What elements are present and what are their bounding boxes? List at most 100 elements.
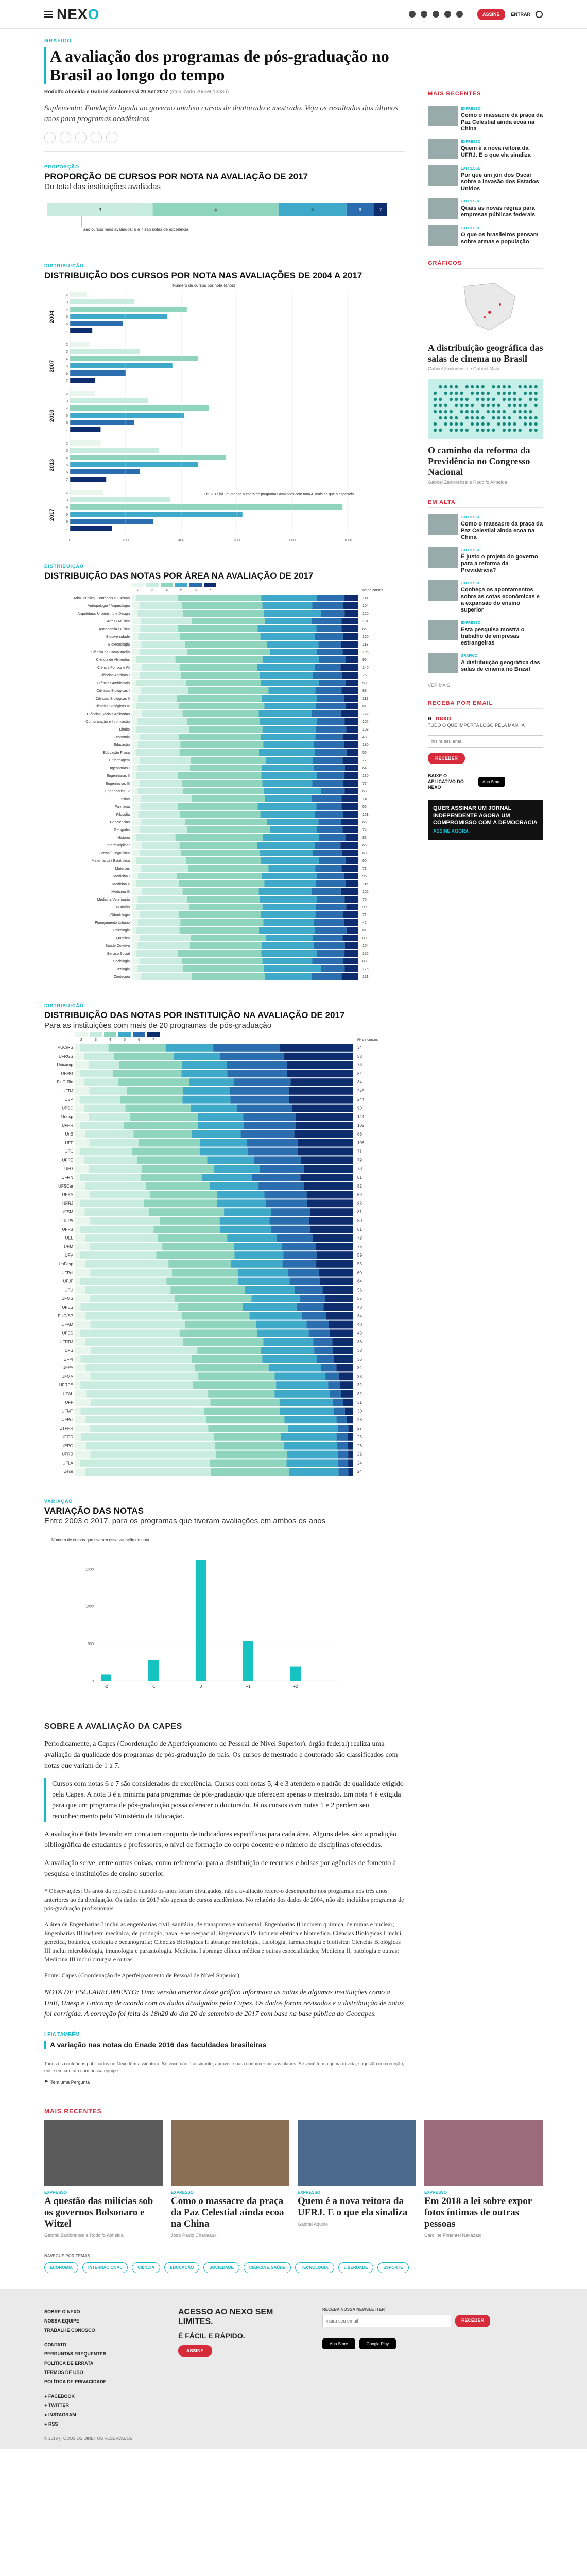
sidebar-trending-item[interactable]: EXPRESSO Conheça os apontamentos sobre as… <box>428 580 543 614</box>
rss-icon[interactable] <box>456 11 463 18</box>
footer-link[interactable]: SOBRE O NEXO <box>44 2309 80 2314</box>
sidebar-latest-item[interactable]: EXPRESSO Como o massacre da praça da Paz … <box>428 106 543 132</box>
app-store-badge[interactable]: App Store <box>478 777 505 787</box>
fig4-institution-label: PUC/SP <box>58 1314 73 1318</box>
tag-pill[interactable]: SOCIEDADE <box>203 2262 239 2273</box>
share-email-icon[interactable] <box>91 132 102 143</box>
fig4-institution-label: UFC <box>65 1149 74 1154</box>
recent-card[interactable]: EXPRESSO A questão das milícias sob os go… <box>44 2120 163 2238</box>
fig3-bar-segment <box>264 703 316 709</box>
fig4-count-header: Nº de cursos <box>357 1038 378 1042</box>
sidebar-latest-item[interactable]: EXPRESSO Quem é a nova reitora da UFRJ. E… <box>428 139 543 159</box>
newsletter-email-input[interactable] <box>428 735 543 748</box>
sidebar-trending-item[interactable]: EXPRESSO Esta pesquisa mostra o trabalho … <box>428 620 543 647</box>
tag-pill[interactable]: LIBERDADE <box>338 2262 374 2273</box>
fig3-bar-segment <box>312 795 342 802</box>
menu-icon[interactable] <box>44 11 53 18</box>
share-facebook-icon[interactable] <box>44 132 56 143</box>
footer-link[interactable]: CONTATO <box>44 2342 66 2347</box>
tag-pill[interactable]: INTERNACIONAL <box>82 2262 128 2273</box>
footer-subscribe-button[interactable]: ASSINE <box>178 2345 212 2357</box>
sidebar-chart-card[interactable]: O caminho da reforma da Previdência no C… <box>428 379 543 485</box>
subscription-promo[interactable]: QUER ASSINAR UM JORNAL INDEPENDENTE AGOR… <box>428 800 543 840</box>
fig3-bar-segment <box>182 710 259 717</box>
fig4-bar-segment <box>153 1225 220 1233</box>
share-whatsapp-icon[interactable] <box>75 132 87 143</box>
fig3-count: 83 <box>362 937 367 940</box>
share-link-icon[interactable] <box>106 132 117 143</box>
areas-note: A área de Engenharias I inclui as engenh… <box>44 1921 402 1963</box>
recent-card[interactable]: EXPRESSO Quem é a nova reitora da UFRJ. E… <box>298 2120 416 2238</box>
recent-card[interactable]: EXPRESSO Como o massacre da praça da Paz … <box>171 2120 289 2238</box>
fig3-bar-segment <box>132 687 142 694</box>
footer-social-link[interactable]: ● RSS <box>44 2421 58 2427</box>
sidebar-chart-card[interactable]: A distribuição geográfica das salas de c… <box>428 276 543 371</box>
footer-email-input[interactable] <box>322 2315 451 2327</box>
fig3-bar-segment <box>139 780 182 787</box>
fig4-count: 48 <box>357 1305 362 1310</box>
footer-google-play-badge[interactable]: Google Play <box>359 2338 396 2349</box>
footer-link[interactable]: TRABALHE CONOSCO <box>44 2328 95 2333</box>
fig3-bar-segment <box>265 973 312 980</box>
sidebar-trending-item[interactable]: EXPRESSO É justo o projeto do governo par… <box>428 547 543 574</box>
fig4-bar-segment <box>75 1459 80 1467</box>
footer-app-store-badge[interactable]: App Store <box>322 2338 355 2349</box>
instagram-icon[interactable] <box>444 11 451 18</box>
fig3-bar-segment <box>132 718 138 725</box>
nexo-logo[interactable]: NEX O <box>57 6 100 22</box>
sidebar-latest-item[interactable]: EXPRESSO O que os brasileiros pensam sobr… <box>428 225 543 246</box>
see-more-link[interactable]: VER MAIS <box>428 683 451 688</box>
twitter-icon[interactable] <box>420 11 427 18</box>
fig3-bar-segment <box>141 710 183 717</box>
recent-card[interactable]: EXPRESSO Em 2018 a lei sobre expor fotos … <box>424 2120 543 2238</box>
footer-link[interactable]: TERMOS DE USO <box>44 2370 83 2375</box>
tag-pill[interactable]: CIÊNCIA <box>132 2262 161 2273</box>
sidebar-latest-item[interactable]: EXPRESSO Quais as novas regras para empre… <box>428 198 543 219</box>
fig4-bar-segment <box>230 1087 289 1095</box>
fig3-bar-segment <box>260 718 317 725</box>
footer-newsletter-button[interactable]: RECEBER <box>455 2315 491 2327</box>
fig4-legend-swatch <box>75 1032 88 1037</box>
footer-social-link[interactable]: ● FACEBOOK <box>44 2394 75 2399</box>
article-main: GRÁFICO A avaliação dos programas de pós… <box>44 29 405 2085</box>
fig4-bar-segment <box>75 1450 91 1459</box>
fig3-bar-segment <box>267 641 319 648</box>
fig3-bar-segment <box>269 649 317 655</box>
footer-social-link[interactable]: ● INSTAGRAM <box>44 2412 76 2417</box>
tag-pill[interactable]: EDUCAÇÃO <box>164 2262 200 2273</box>
sidebar-trending-item[interactable]: EXPRESSO Como o massacre da praça da Paz … <box>428 514 543 541</box>
footer-link[interactable]: PERGUNTAS FREQUENTES <box>44 2351 106 2357</box>
fig4-institution-label: UFMT <box>62 1409 73 1414</box>
footer-link[interactable]: POLÍTICA DE PRIVACIDADE <box>44 2379 107 2384</box>
fig3-bar-segment <box>317 950 345 957</box>
fig4-bar-segment <box>75 1372 91 1381</box>
sidebar-latest-item[interactable]: EXPRESSO Por que um júri dos Oscar sobre … <box>428 165 543 192</box>
sidebar-trending-item[interactable]: GRÁFICO A distribuição geográfica das sal… <box>428 653 543 673</box>
tag-pill[interactable]: ECONOMIA <box>44 2262 78 2273</box>
section-heading: SOBRE A AVALIAÇÃO DA CAPES <box>44 1722 182 1731</box>
fig4-institution-label: UFMS <box>61 1296 73 1301</box>
footer-link[interactable]: NOSSA EQUIPE <box>44 2318 80 2324</box>
fig4-bar-segment <box>287 1070 353 1078</box>
login-link[interactable]: ENTRAR <box>511 11 531 17</box>
fig3-bar-segment <box>344 896 358 903</box>
fig2-year-label: 2013 <box>49 459 55 471</box>
fig3-bar-segment <box>183 965 264 972</box>
share-twitter-icon[interactable] <box>60 132 71 143</box>
byline-authors[interactable]: Rodolfo Almeida e Gabriel Zanlorenssi <box>44 89 139 95</box>
fig3-bar-segment <box>140 911 179 918</box>
subscribe-button[interactable]: ASSINE <box>477 8 505 20</box>
fig2-bar <box>70 356 198 361</box>
read-also-link[interactable]: A variação nas notas do Enade 2016 das f… <box>44 2041 405 2049</box>
tag-pill[interactable]: ESPORTE <box>377 2262 409 2273</box>
footer-link[interactable]: POLÍTICA DE ERRATA <box>44 2361 94 2366</box>
tag-pill[interactable]: CIÊNCIA E SAÚDE <box>243 2262 291 2273</box>
fig4-bar-segment <box>338 1468 349 1476</box>
footer-social-link[interactable]: ● TWITTER <box>44 2403 69 2408</box>
youtube-icon[interactable] <box>432 11 439 18</box>
newsletter-submit-button[interactable]: RECEBER <box>428 753 465 764</box>
search-icon[interactable] <box>536 10 543 18</box>
tag-pill[interactable]: TECNOLOGIA <box>295 2262 334 2273</box>
report-button[interactable]: ⚑ Tem uma Pergunta <box>44 2079 90 2085</box>
facebook-icon[interactable] <box>408 11 416 18</box>
